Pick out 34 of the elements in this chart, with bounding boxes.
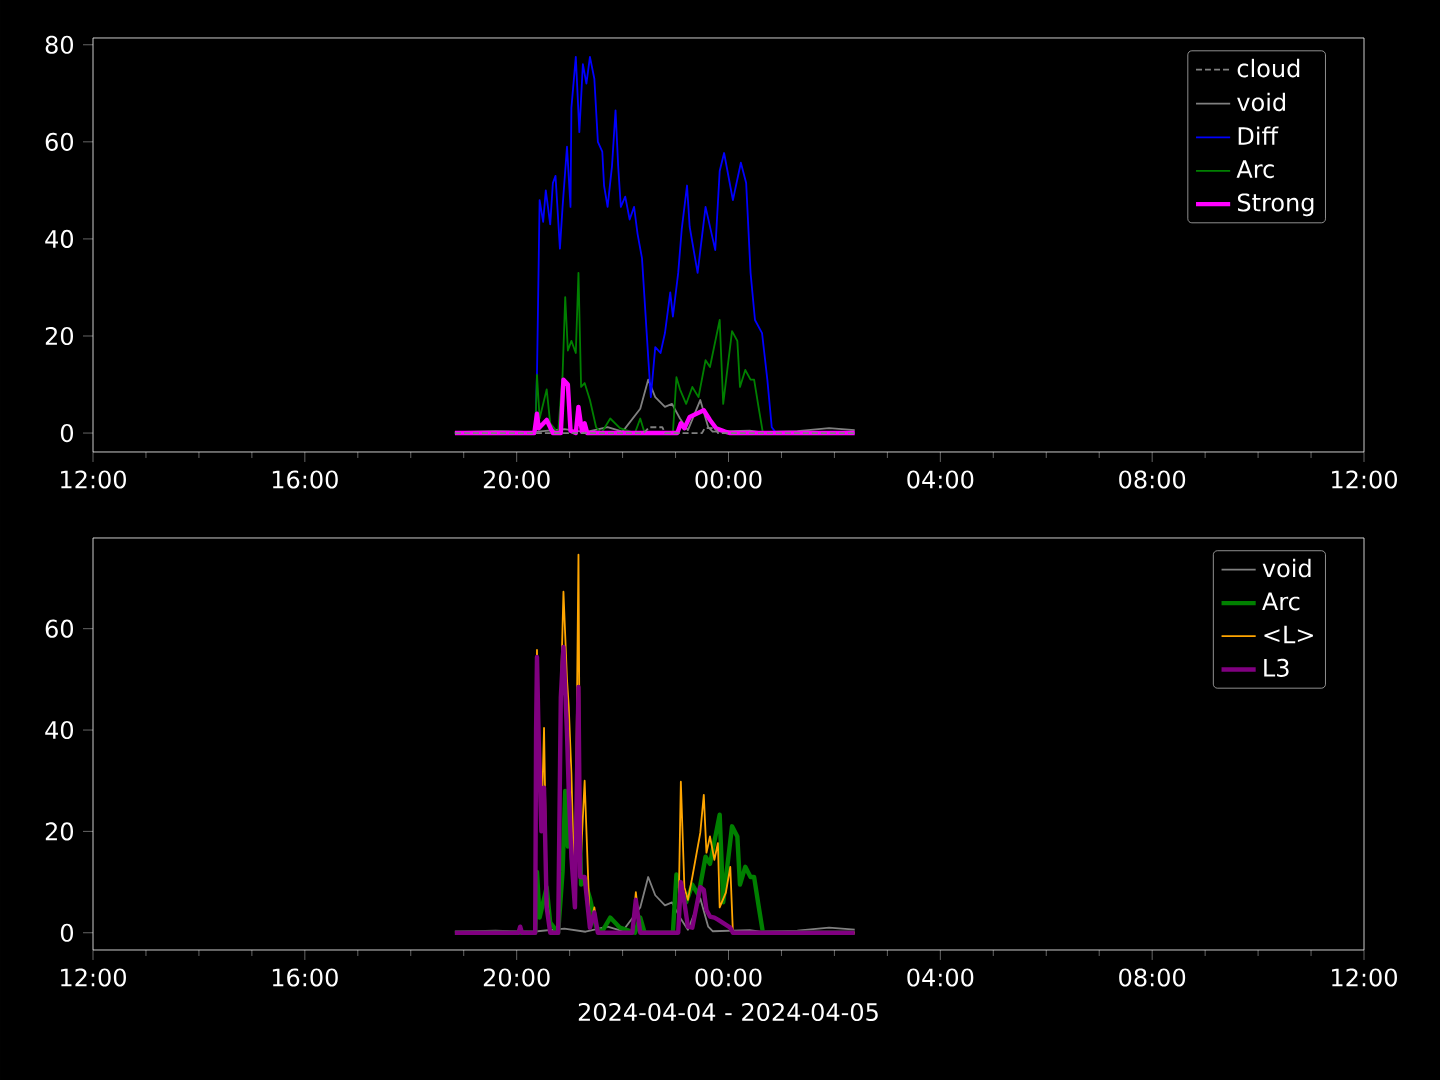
x-tick-label: 00:00 (695, 470, 762, 489)
y-tick-label: 40 (45, 229, 74, 248)
y-tick-label: 40 (45, 720, 74, 740)
legend-label: void (1262, 558, 1311, 578)
x-tick-label: 12:00 (61, 470, 126, 489)
y-tick-label: 20 (45, 822, 74, 841)
x-tick-label: 20:00 (483, 470, 550, 489)
x-tick-label: 16:00 (272, 968, 338, 987)
y-tick-label: 80 (45, 35, 74, 54)
legend-label: L3 (1264, 658, 1289, 677)
legend-label: Arc (1236, 160, 1274, 179)
y-tick-label: 20 (45, 326, 74, 346)
legend-label: cloud (1237, 58, 1300, 78)
x-tick-label: 12:00 (1332, 470, 1397, 489)
x-tick-label: 12:00 (1332, 968, 1397, 987)
legend-label: Strong (1237, 193, 1314, 217)
y-tick-label: 0 (60, 423, 74, 443)
x-tick-label: 04:00 (907, 968, 974, 987)
legend-label: <L> (1264, 625, 1313, 644)
legend-label: Diff (1238, 126, 1279, 145)
line-series (452, 644, 857, 935)
x-axis-title: 2024-04-04 - 2024-04-05 (578, 1002, 878, 1022)
x-tick-label: 08:00 (1119, 470, 1186, 489)
x-tick-label: 12:00 (61, 968, 126, 987)
x-tick-label: 16:00 (272, 470, 338, 489)
x-tick-label: 04:00 (907, 470, 974, 489)
y-tick-label: 60 (45, 132, 74, 151)
x-tick-label: 08:00 (1119, 968, 1186, 987)
x-tick-label: 20:00 (483, 968, 550, 987)
legend-label: Arc (1262, 592, 1300, 611)
x-tick-label: 00:00 (695, 968, 762, 987)
y-tick-label: 0 (60, 923, 74, 942)
legend-label: void (1237, 92, 1285, 112)
y-tick-label: 60 (45, 619, 74, 638)
